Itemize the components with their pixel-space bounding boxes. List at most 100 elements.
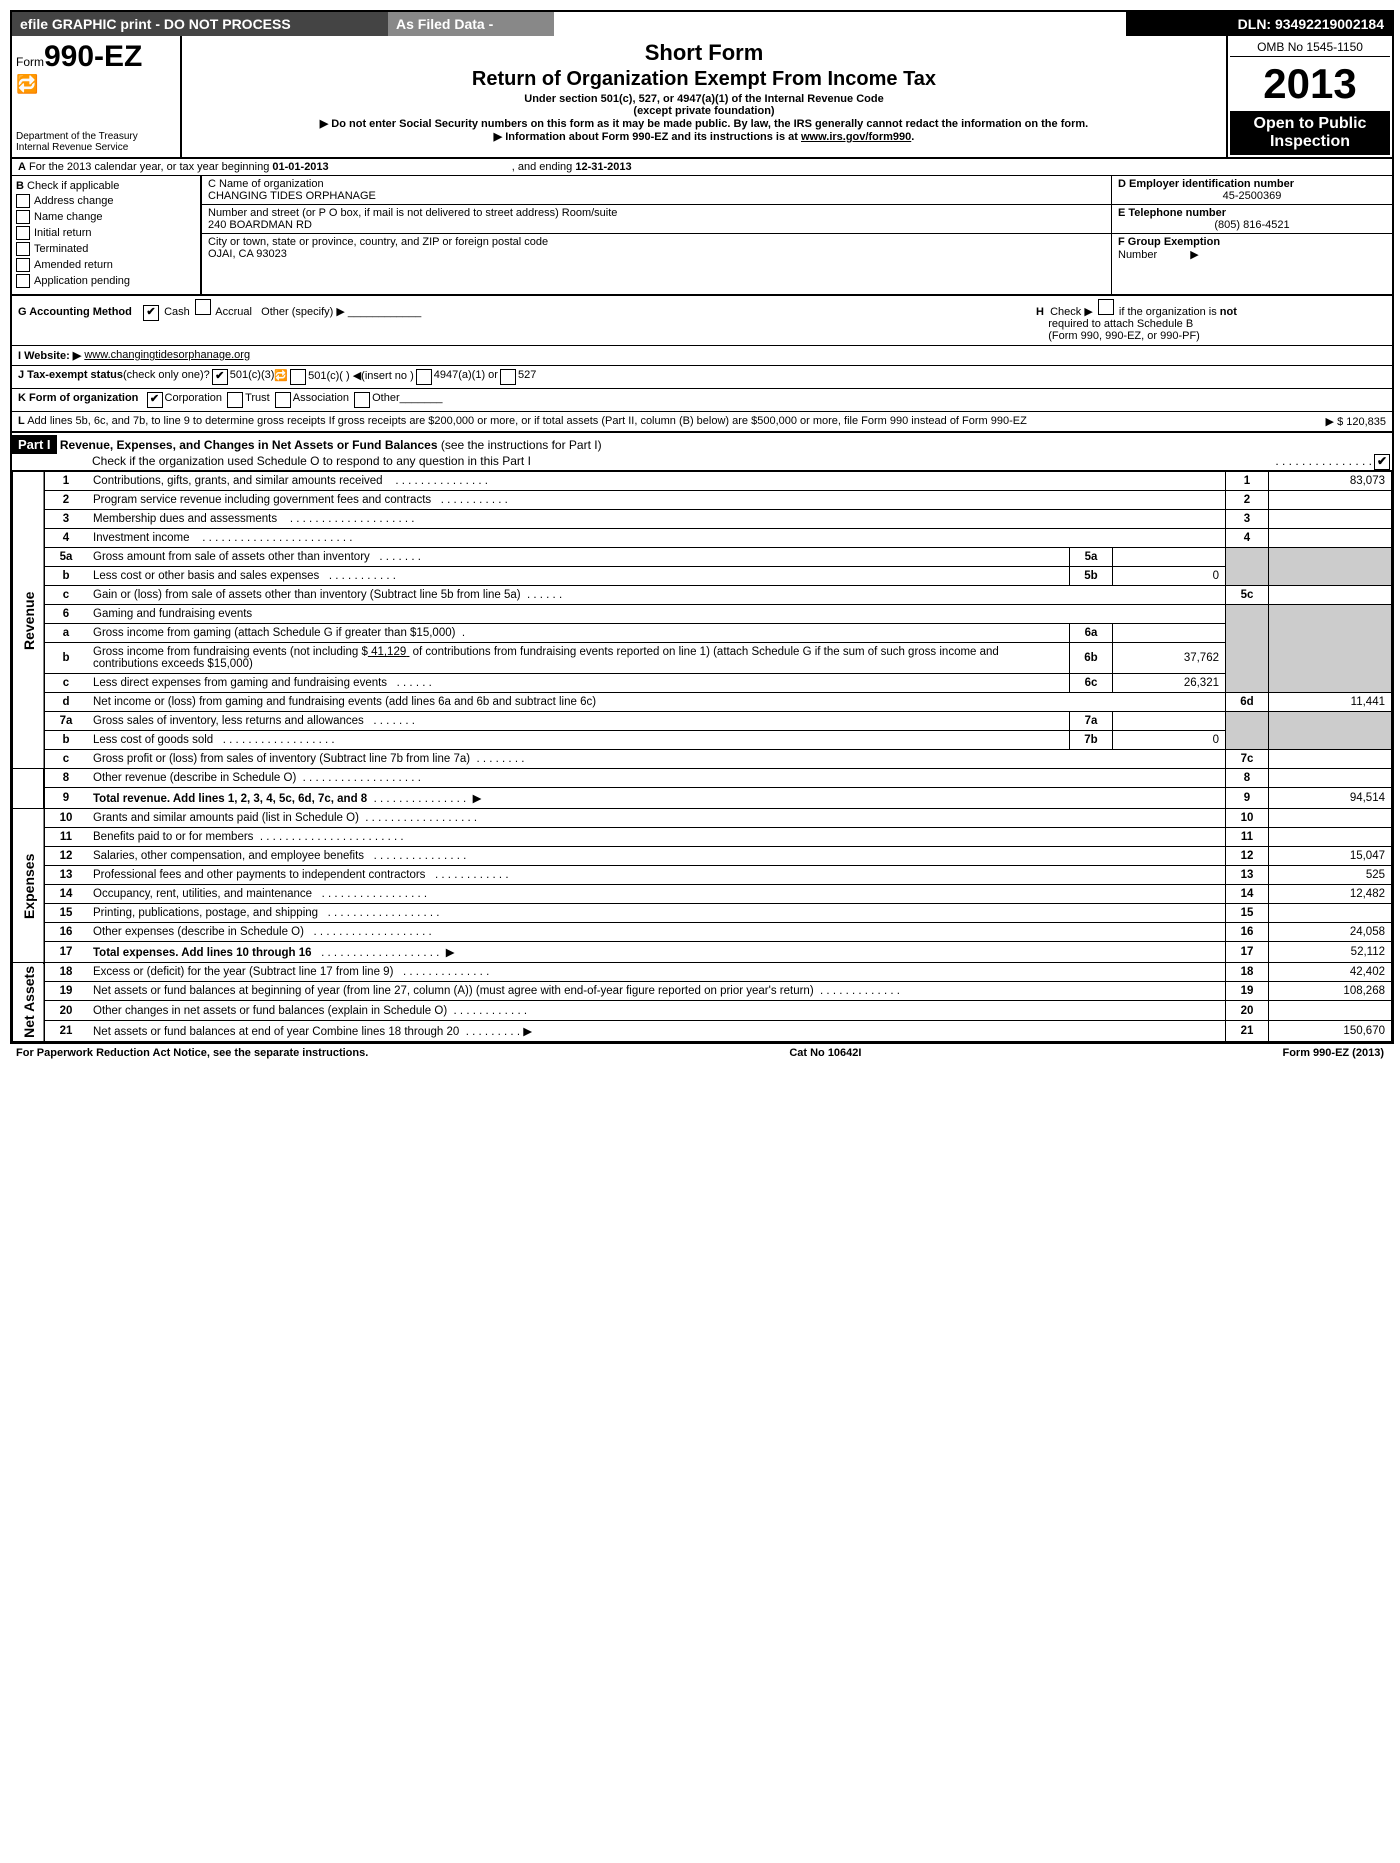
f-label2: Number [1118, 249, 1157, 261]
row-i: I Website: ▶ www.changingtidesorphanage.… [12, 346, 1392, 366]
ln-4: 4 [44, 529, 87, 548]
tax-year: 2013 [1230, 57, 1390, 111]
open1: Open to Public [1232, 115, 1388, 133]
subamt-5b: 0 [1113, 567, 1226, 586]
ln-7a: 7a [44, 712, 87, 731]
gray-5 [1226, 548, 1269, 586]
row-a: A For the 2013 calendar year, or tax yea… [12, 159, 1392, 176]
desc-5a: Gross amount from sale of assets other t… [87, 548, 1070, 567]
desc-2: Program service revenue including govern… [87, 491, 1226, 510]
part-i-header: Part I Revenue, Expenses, and Changes in… [12, 433, 1392, 471]
c-city-cell: City or town, state or province, country… [202, 234, 1111, 262]
ln-10: 10 [44, 809, 87, 828]
amt-7c [1269, 750, 1392, 769]
checkbox-trust[interactable] [227, 392, 243, 408]
checkbox-schedule-o[interactable]: ✔ [1374, 454, 1390, 470]
ln-21: 21 [44, 1020, 87, 1041]
num-15: 15 [1226, 904, 1269, 923]
checkbox-cash[interactable]: ✔ [143, 305, 159, 321]
c-addr-cell: Number and street (or P O box, if mail i… [202, 205, 1111, 234]
gray-7 [1226, 712, 1269, 750]
top-bar: efile GRAPHIC print - DO NOT PROCESS As … [12, 12, 1392, 36]
desc-3: Membership dues and assessments . . . . … [87, 510, 1226, 529]
desc-17: Total expenses. Add lines 10 through 16 … [87, 942, 1226, 963]
col-c: C Name of organization CHANGING TIDES OR… [202, 176, 1112, 294]
d-cell: D Employer identification number 45-2500… [1112, 176, 1392, 205]
d-label: D Employer identification number [1118, 178, 1294, 190]
checkbox-address[interactable] [16, 194, 30, 208]
b-item-5-label: Application pending [34, 275, 130, 287]
gray-6-amt [1269, 605, 1392, 693]
g-other: Other (specify) ▶ [261, 306, 345, 318]
desc-10: Grants and similar amounts paid (list in… [87, 809, 1226, 828]
row-j: J Tax-exempt status(check only one)? ✔ 5… [12, 366, 1392, 389]
subln-6c: 6c [1070, 674, 1113, 693]
part-i-title: Revenue, Expenses, and Changes in Net As… [60, 438, 438, 452]
checkbox-initial[interactable] [16, 226, 30, 240]
checkbox-corp[interactable]: ✔ [147, 392, 163, 408]
amt-4 [1269, 529, 1392, 548]
checkbox-pending[interactable] [16, 274, 30, 288]
website-link[interactable]: www.changingtidesorphanage.org [84, 349, 250, 362]
ln-16: 16 [44, 923, 87, 942]
checkbox-h[interactable] [1098, 299, 1114, 315]
sub4-text: ▶ Information about Form 990-EZ and its … [494, 131, 801, 143]
num-6d: 6d [1226, 693, 1269, 712]
num-21: 21 [1226, 1020, 1269, 1041]
checkbox-terminated[interactable] [16, 242, 30, 256]
num-10: 10 [1226, 809, 1269, 828]
amt-8 [1269, 769, 1392, 788]
part-i-label: Part I [12, 435, 57, 454]
g-accrual: Accrual [215, 306, 252, 318]
amt-6d: 11,441 [1269, 693, 1392, 712]
checkbox-501c[interactable] [290, 369, 306, 385]
ln-17: 17 [44, 942, 87, 963]
h-not: not [1220, 306, 1237, 318]
amt-1: 83,073 [1269, 472, 1392, 491]
ln-8: 8 [44, 769, 87, 788]
num-8: 8 [1226, 769, 1269, 788]
ln-7c: c [44, 750, 87, 769]
row-k: K Form of organization ✔ Corporation Tru… [12, 389, 1392, 412]
b-item-3-label: Terminated [34, 243, 88, 255]
desc-20: Other changes in net assets or fund bala… [87, 1001, 1226, 1020]
ln-12: 12 [44, 847, 87, 866]
g-label: G Accounting Method [18, 306, 132, 318]
checkbox-other[interactable] [354, 392, 370, 408]
part-i-note: (see the instructions for Part I) [441, 438, 602, 452]
amt-10 [1269, 809, 1392, 828]
dept1: Department of the Treasury [16, 131, 138, 142]
amt-11 [1269, 828, 1392, 847]
checkbox-amended[interactable] [16, 258, 30, 272]
checkbox-assoc[interactable] [275, 392, 291, 408]
f-cell: F Group Exemption Number ▶ [1112, 234, 1392, 263]
subtitle-4: ▶ Information about Form 990-EZ and its … [190, 130, 1218, 143]
checkbox-527[interactable] [500, 369, 516, 385]
h-text3: required to attach Schedule B [1048, 318, 1193, 330]
checkbox-501c3[interactable]: ✔ [212, 369, 228, 385]
amt-16: 24,058 [1269, 923, 1392, 942]
num-1: 1 [1226, 472, 1269, 491]
checkbox-name[interactable] [16, 210, 30, 224]
h-text1: Check ▶ [1050, 306, 1093, 318]
b-item-1: Name change [16, 210, 196, 224]
desc-16: Other expenses (describe in Schedule O) … [87, 923, 1226, 942]
checkbox-accrual[interactable] [195, 299, 211, 315]
desc-7a: Gross sales of inventory, less returns a… [87, 712, 1070, 731]
f-label: F Group Exemption [1118, 236, 1220, 248]
l-value: ▶ $ 120,835 [1236, 415, 1386, 428]
j-label: J Tax-exempt status [18, 369, 123, 385]
e-label: E Telephone number [1118, 207, 1226, 219]
h-label: H [1036, 306, 1044, 318]
amt-14: 12,482 [1269, 885, 1392, 904]
desc-5b: Less cost or other basis and sales expen… [87, 567, 1070, 586]
num-2: 2 [1226, 491, 1269, 510]
checkbox-4947[interactable] [416, 369, 432, 385]
open2: Inspection [1232, 133, 1388, 151]
side-revenue: Revenue [13, 472, 45, 769]
b-item-4-label: Amended return [34, 259, 113, 271]
num-9: 9 [1226, 788, 1269, 809]
b-item-0: Address change [16, 194, 196, 208]
irs-link[interactable]: www.irs.gov/form990 [801, 131, 911, 143]
ln-18: 18 [44, 963, 87, 982]
